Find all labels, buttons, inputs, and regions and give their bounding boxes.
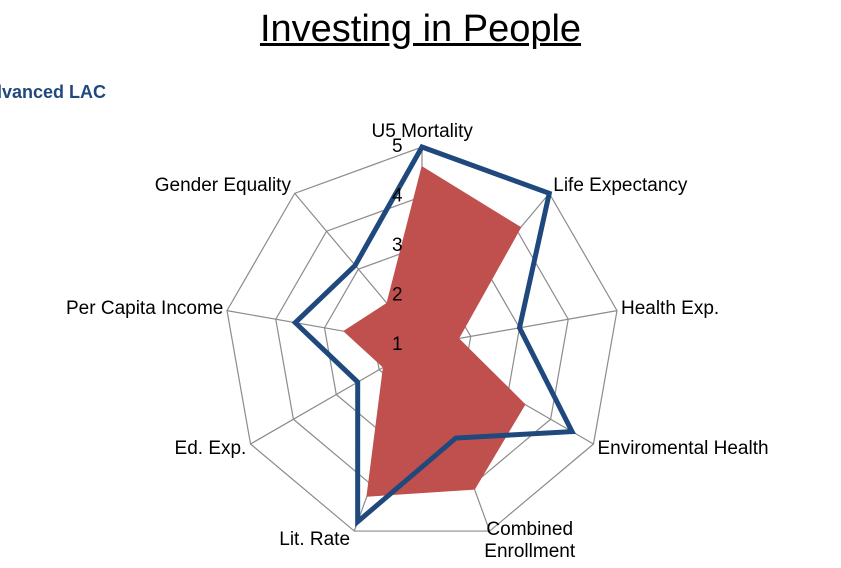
tick-label: 1: [392, 334, 403, 355]
chart-title: Investing in People: [259, 8, 582, 50]
grid-ring: [226, 146, 618, 532]
category-label: Combined Enrollment: [484, 519, 576, 563]
tick-label: 2: [392, 285, 403, 306]
radar-line: [291, 143, 576, 528]
category-label: Health Exp.: [620, 297, 720, 319]
tick-label: 4: [392, 186, 403, 207]
category-label: Enviromental Health: [597, 438, 769, 459]
category-label: Per Capita Income: [66, 297, 224, 319]
category-label: U5 Mortality: [371, 121, 473, 142]
radar-area: [343, 166, 526, 497]
category-label: Ed. Exp.: [174, 438, 247, 459]
category-label: Gender Equality: [154, 174, 291, 196]
tick-label: 3: [392, 235, 403, 256]
category-label: Life Expectancy: [553, 174, 688, 196]
legend-entry: Advanced LAC: [0, 82, 107, 102]
category-label: Lit. Rate: [279, 529, 351, 551]
tick-label: 5: [392, 136, 403, 157]
